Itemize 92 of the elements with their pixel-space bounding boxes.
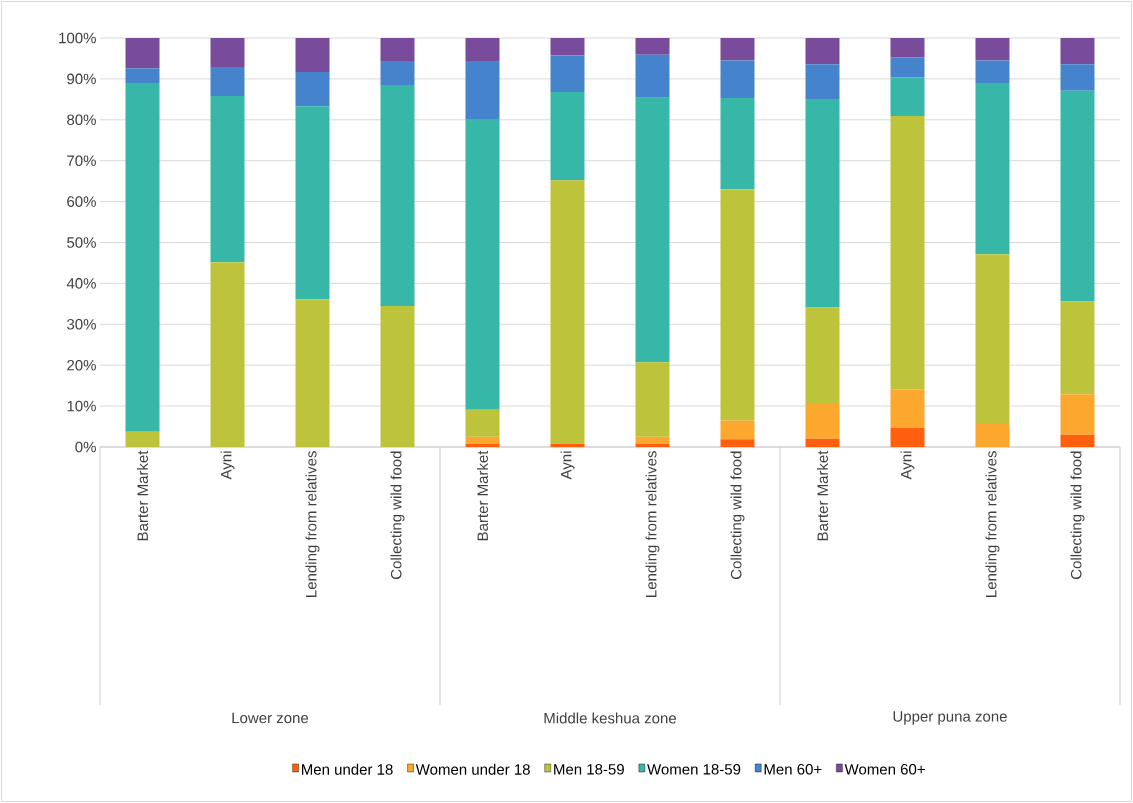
bar	[295, 106, 330, 300]
bar	[125, 431, 160, 447]
bar	[295, 37, 330, 72]
bar	[465, 443, 500, 447]
x-tick-label: Collecting wild food	[1070, 451, 1085, 579]
bar	[380, 37, 415, 61]
bar	[465, 436, 500, 444]
bar	[1060, 434, 1095, 447]
x-tick-label: Lending from relatives	[305, 451, 320, 597]
bar	[1060, 37, 1095, 65]
bar	[1060, 64, 1095, 91]
bar	[805, 438, 840, 447]
y-tick-label: 30%	[67, 318, 96, 330]
bar	[550, 37, 585, 56]
y-tick-label: 20%	[67, 359, 96, 371]
bar	[805, 307, 840, 405]
x-tick-label: Lending from relatives	[645, 451, 660, 597]
bar	[720, 439, 755, 447]
y-tick-label: 80%	[67, 114, 96, 126]
bar	[805, 404, 840, 439]
legend-label: Women 60+	[844, 763, 925, 775]
bar	[210, 37, 245, 68]
bar	[720, 98, 755, 190]
bar	[465, 60, 500, 119]
bar	[210, 96, 245, 263]
bar	[125, 82, 160, 432]
bar	[805, 98, 840, 308]
x-tick-label: Ayni	[900, 451, 915, 480]
bar	[720, 189, 755, 421]
legend-label: Women under 18	[415, 763, 530, 775]
bar	[295, 71, 330, 107]
legend-label: Women 18-59	[647, 763, 741, 775]
x-tick-label: Barter Market	[477, 450, 488, 541]
text: Middle keshua zone	[544, 712, 676, 724]
bar	[550, 55, 585, 92]
bar	[380, 305, 415, 447]
bar	[720, 420, 755, 440]
legend-label: Men 18-59	[554, 763, 624, 775]
x-tick-label: Ayni	[560, 451, 575, 480]
bar	[805, 37, 840, 65]
x-tick-label: Ayni	[220, 451, 235, 480]
bar	[465, 37, 500, 61]
bar	[975, 254, 1010, 425]
bar	[125, 37, 160, 69]
bar	[210, 262, 245, 447]
legend-label: Men 60+	[764, 763, 822, 775]
bar	[635, 37, 670, 55]
bar	[125, 68, 160, 83]
bar	[550, 91, 585, 181]
bar	[890, 77, 925, 117]
x-tick-label: Collecting wild food	[390, 451, 405, 579]
y-tick-label: 70%	[67, 155, 96, 166]
bar	[1060, 301, 1095, 395]
bar	[550, 180, 585, 444]
x-tick-label: Lending from relatives	[985, 451, 1000, 597]
x-tick-label: Barter Market	[816, 450, 828, 541]
bar	[720, 60, 755, 99]
bar	[1060, 90, 1095, 302]
y-tick-label: 0%	[75, 441, 96, 453]
bar	[890, 389, 925, 428]
x-tick-label: Barter Market	[137, 450, 149, 541]
bar	[975, 60, 1010, 83]
text: Lower zone	[232, 712, 309, 724]
bar	[975, 37, 1010, 61]
y-tick-label: 10%	[67, 400, 96, 412]
bar	[210, 67, 245, 97]
bar	[465, 409, 500, 437]
bar	[295, 299, 330, 447]
bar	[635, 436, 670, 444]
bar	[635, 97, 670, 363]
bar	[720, 37, 755, 61]
bar	[635, 54, 670, 98]
y-tick-label: 50%	[67, 237, 96, 248]
bar	[635, 362, 670, 437]
y-tick-label: 100%	[59, 32, 96, 44]
bar	[890, 57, 925, 78]
y-tick-label: 40%	[66, 278, 96, 289]
y-tick-label: 60%	[67, 196, 96, 207]
bar	[890, 427, 925, 447]
bar	[890, 116, 925, 390]
bar	[805, 64, 840, 99]
x-tick-label: Collecting wild food	[730, 451, 745, 579]
bar	[975, 424, 1010, 447]
bar	[380, 60, 415, 86]
bar	[890, 37, 925, 58]
y-tick-label: 90%	[67, 73, 96, 85]
bar	[380, 85, 415, 306]
text: Upper puna zone	[893, 711, 1007, 725]
legend-label: Men under 18	[302, 763, 393, 775]
bar	[975, 82, 1010, 255]
bar	[465, 118, 500, 410]
bar	[1060, 394, 1095, 435]
